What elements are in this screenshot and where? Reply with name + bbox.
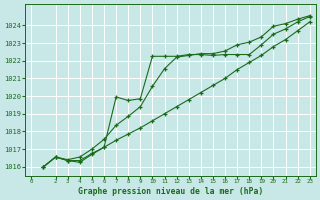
X-axis label: Graphe pression niveau de la mer (hPa): Graphe pression niveau de la mer (hPa)	[78, 187, 263, 196]
